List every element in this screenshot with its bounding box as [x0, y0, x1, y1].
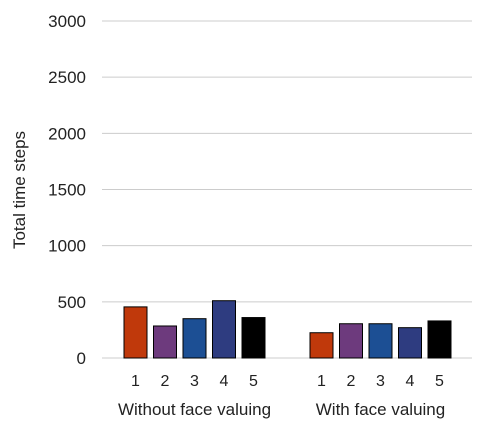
y-tick-label: 2500: [48, 68, 86, 87]
bar-2-1: [309, 332, 334, 359]
x-category-label: 5: [435, 373, 444, 390]
bar-1-1: [123, 306, 148, 359]
x-category-label: 1: [131, 373, 140, 390]
x-category-label: 3: [190, 373, 199, 390]
y-tick-label: 0: [77, 349, 86, 368]
x-category-label: 3: [376, 373, 385, 390]
group-label: With face valuing: [316, 400, 445, 419]
x-category-label: 2: [161, 373, 170, 390]
x-category-label: 4: [220, 373, 229, 390]
bars: [123, 300, 452, 359]
y-tick-label: 2000: [48, 124, 86, 143]
bar-2-5: [427, 320, 452, 359]
y-tick-label: 500: [58, 293, 86, 312]
x-category-label: 5: [249, 373, 258, 390]
gridlines: [102, 20, 472, 359]
bar-1-3: [182, 318, 207, 359]
x-axis-category-labels: 1 2 3 4 5 1 2 3 4 5: [131, 373, 444, 390]
y-axis-title: Total time steps: [10, 131, 29, 249]
y-tick-label: 1500: [48, 181, 86, 200]
group-label: Without face valuing: [118, 400, 271, 419]
group-labels: Without face valuing With face valuing: [118, 400, 445, 419]
bar-1-2: [153, 325, 177, 359]
bar-2-3: [368, 323, 393, 359]
bar-1-5: [241, 317, 266, 359]
bar-1-4: [212, 300, 236, 359]
x-category-label: 1: [317, 373, 326, 390]
y-tick-label: 1000: [48, 237, 86, 256]
bar-2-4: [398, 327, 422, 359]
x-category-label: 4: [406, 373, 415, 390]
bar-2-2: [339, 323, 363, 359]
y-tick-label: 3000: [48, 12, 86, 31]
x-category-label: 2: [347, 373, 356, 390]
y-axis-ticks: 0 500 1000 1500 2000 2500 3000: [48, 12, 86, 368]
